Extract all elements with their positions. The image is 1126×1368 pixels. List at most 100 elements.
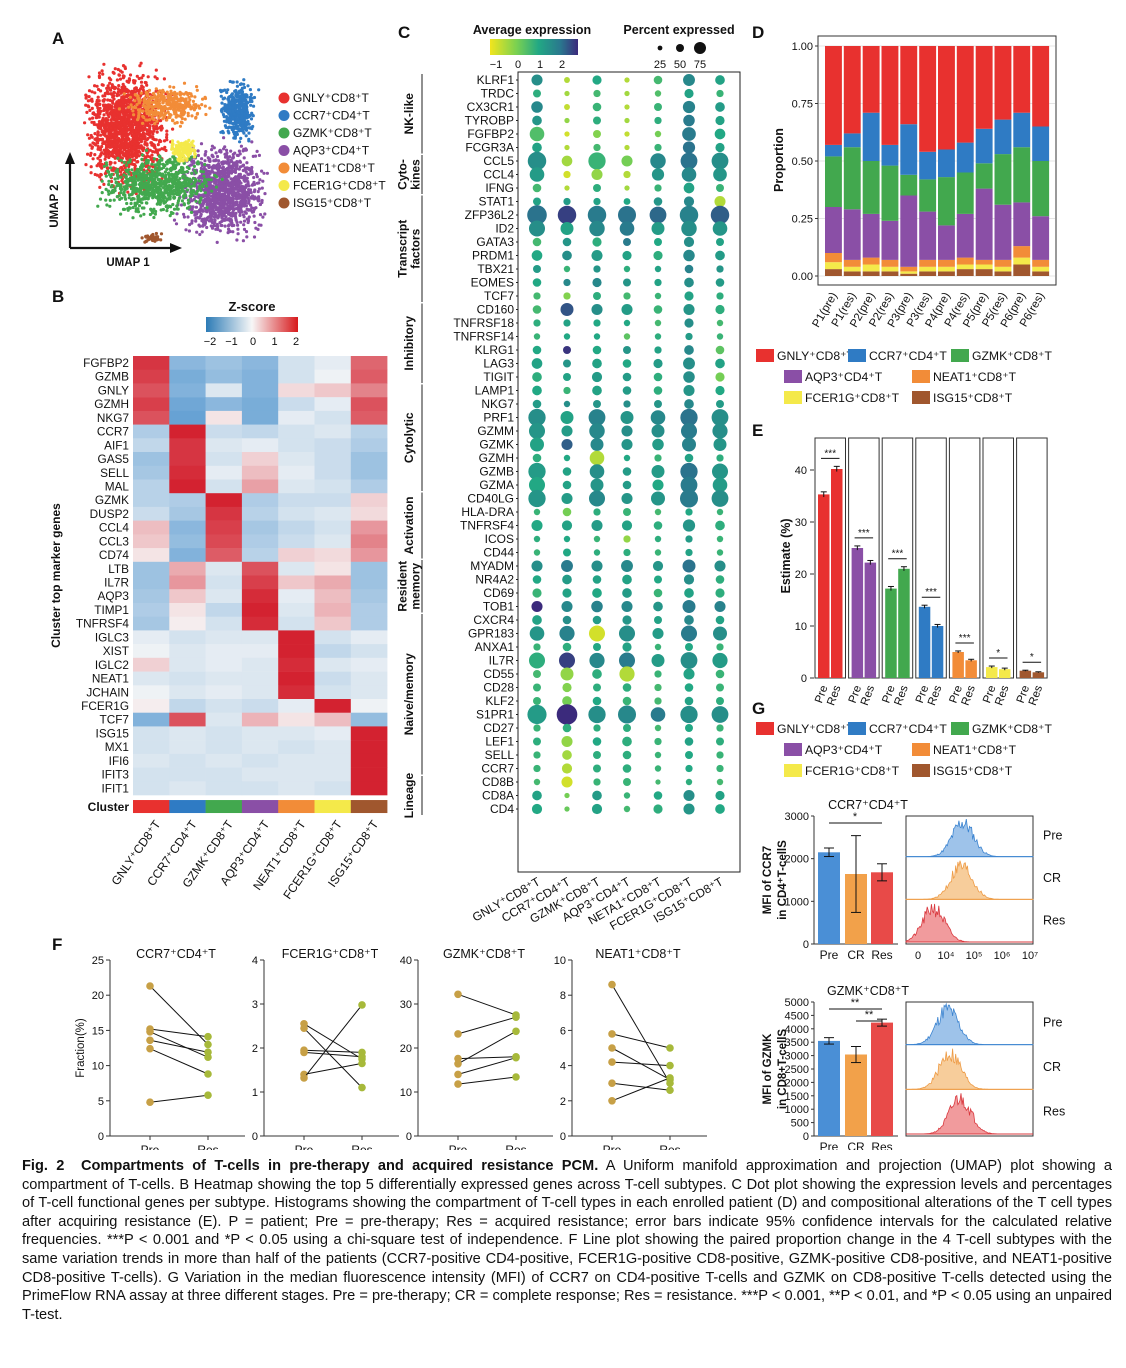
umap-point (184, 140, 188, 144)
dotplot-gene-label: TRDC (481, 87, 515, 101)
umap-point (206, 198, 210, 202)
umap-point (198, 106, 202, 110)
umap-point (138, 138, 142, 142)
umap-point (157, 165, 161, 169)
umap-point (162, 107, 166, 111)
umap-point (183, 191, 187, 195)
dotplot-gene-label: CCL4 (483, 168, 514, 182)
dotplot-dot (714, 195, 726, 208)
umap-point (200, 230, 204, 234)
umap-point (149, 141, 153, 145)
heatmap-cell (314, 465, 352, 480)
dotplot-dot (623, 333, 631, 340)
umap-point (208, 171, 212, 175)
heatmap-cell (314, 603, 352, 618)
umap-point (161, 172, 165, 176)
dotplot-dot (682, 100, 696, 114)
dotplot-dot (715, 358, 725, 369)
umap-point (237, 167, 241, 171)
umap-point (240, 184, 244, 189)
umap-point (131, 216, 135, 220)
umap-point (142, 184, 146, 188)
heatmap-cell (314, 740, 352, 755)
umap-point (213, 159, 218, 163)
umap-point (239, 136, 243, 140)
umap-point (242, 223, 246, 227)
umap-point (108, 150, 112, 154)
dotplot-group-label: factors (409, 228, 423, 268)
umap-point (104, 174, 108, 178)
umap-point (175, 192, 179, 197)
heatmap-cell (241, 616, 279, 631)
umap-point (125, 145, 129, 149)
dotplot-dot (623, 319, 631, 327)
umap-point (161, 191, 165, 195)
umap-point (236, 181, 240, 185)
dotplot-size-title: Percent expressed (623, 23, 734, 37)
dotplot-dot (592, 277, 602, 288)
heatmap-cluster-swatch (205, 800, 243, 814)
umap-point (165, 129, 169, 133)
umap-point (121, 100, 125, 104)
heatmap-cell (133, 616, 170, 631)
umap-point (200, 157, 204, 161)
heatmap-gene-label: GZMH (94, 397, 129, 411)
umap-point (85, 110, 89, 114)
umap-point (257, 88, 261, 92)
dotplot-dot (683, 303, 695, 316)
umap-point (242, 85, 247, 90)
umap-point (146, 197, 150, 201)
dotplot-dot (684, 277, 694, 288)
umap-point (135, 167, 140, 171)
umap-point (150, 187, 155, 191)
umap-point (125, 153, 129, 157)
umap-point (124, 117, 128, 121)
dotplot-dot (533, 197, 541, 206)
heatmap-cell (133, 561, 170, 576)
umap-point (212, 146, 216, 150)
umap-point (168, 85, 172, 89)
umap-point (212, 196, 216, 201)
umap-point (153, 146, 157, 150)
umap-point (208, 207, 212, 212)
dotplot-dot (563, 386, 571, 395)
umap-point (102, 182, 106, 186)
umap-point (155, 150, 159, 155)
dotplot-size-key (694, 42, 706, 54)
umap-point (108, 81, 112, 85)
heatmap-cell (133, 685, 170, 700)
umap-point (113, 109, 117, 113)
umap-point (153, 122, 157, 126)
heatmap-cell (205, 726, 243, 741)
umap-point (219, 90, 223, 94)
dotplot-dot (532, 385, 542, 396)
umap-point (178, 142, 182, 146)
umap-point (96, 138, 101, 142)
heatmap-cell (314, 410, 352, 425)
umap-point (133, 123, 137, 127)
umap-point (220, 101, 224, 105)
umap-point (160, 95, 164, 100)
umap-point (221, 174, 225, 178)
umap-point (109, 185, 113, 189)
heatmap-cell (278, 699, 315, 714)
dotplot-dot (716, 184, 724, 192)
umap-point (252, 214, 256, 218)
heatmap-cell (169, 493, 206, 508)
umap-point (148, 155, 152, 159)
umap-point (247, 131, 251, 135)
umap-point (209, 194, 213, 198)
dotplot-dot (591, 371, 603, 383)
umap-point (126, 93, 130, 97)
heatmap-cell (278, 671, 315, 686)
umap-point (257, 223, 261, 227)
umap-point (218, 221, 222, 225)
umap-point (105, 89, 109, 93)
dotplot-dot (532, 278, 542, 287)
umap-point (108, 173, 112, 177)
umap-point (110, 144, 114, 149)
umap-point (226, 109, 230, 114)
heatmap-cell (241, 397, 279, 412)
umap-point (148, 126, 152, 130)
